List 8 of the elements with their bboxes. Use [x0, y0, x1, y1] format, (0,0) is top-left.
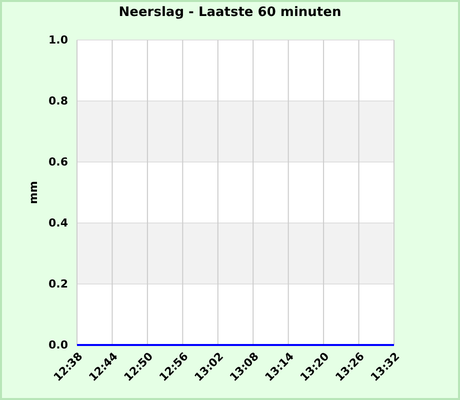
y-tick-label: 0.8: [48, 94, 68, 108]
y-tick-label: 0.4: [48, 216, 68, 230]
y-tick-label: 1.0: [48, 34, 68, 47]
y-tick-label: 0.2: [48, 278, 68, 291]
chart-title: Neerslag - Laatste 60 minuten: [118, 5, 342, 20]
y-tick-label: 0.6: [48, 156, 68, 169]
y-tick-label: 0.0: [48, 338, 68, 352]
y-axis-title: mm: [27, 181, 40, 204]
